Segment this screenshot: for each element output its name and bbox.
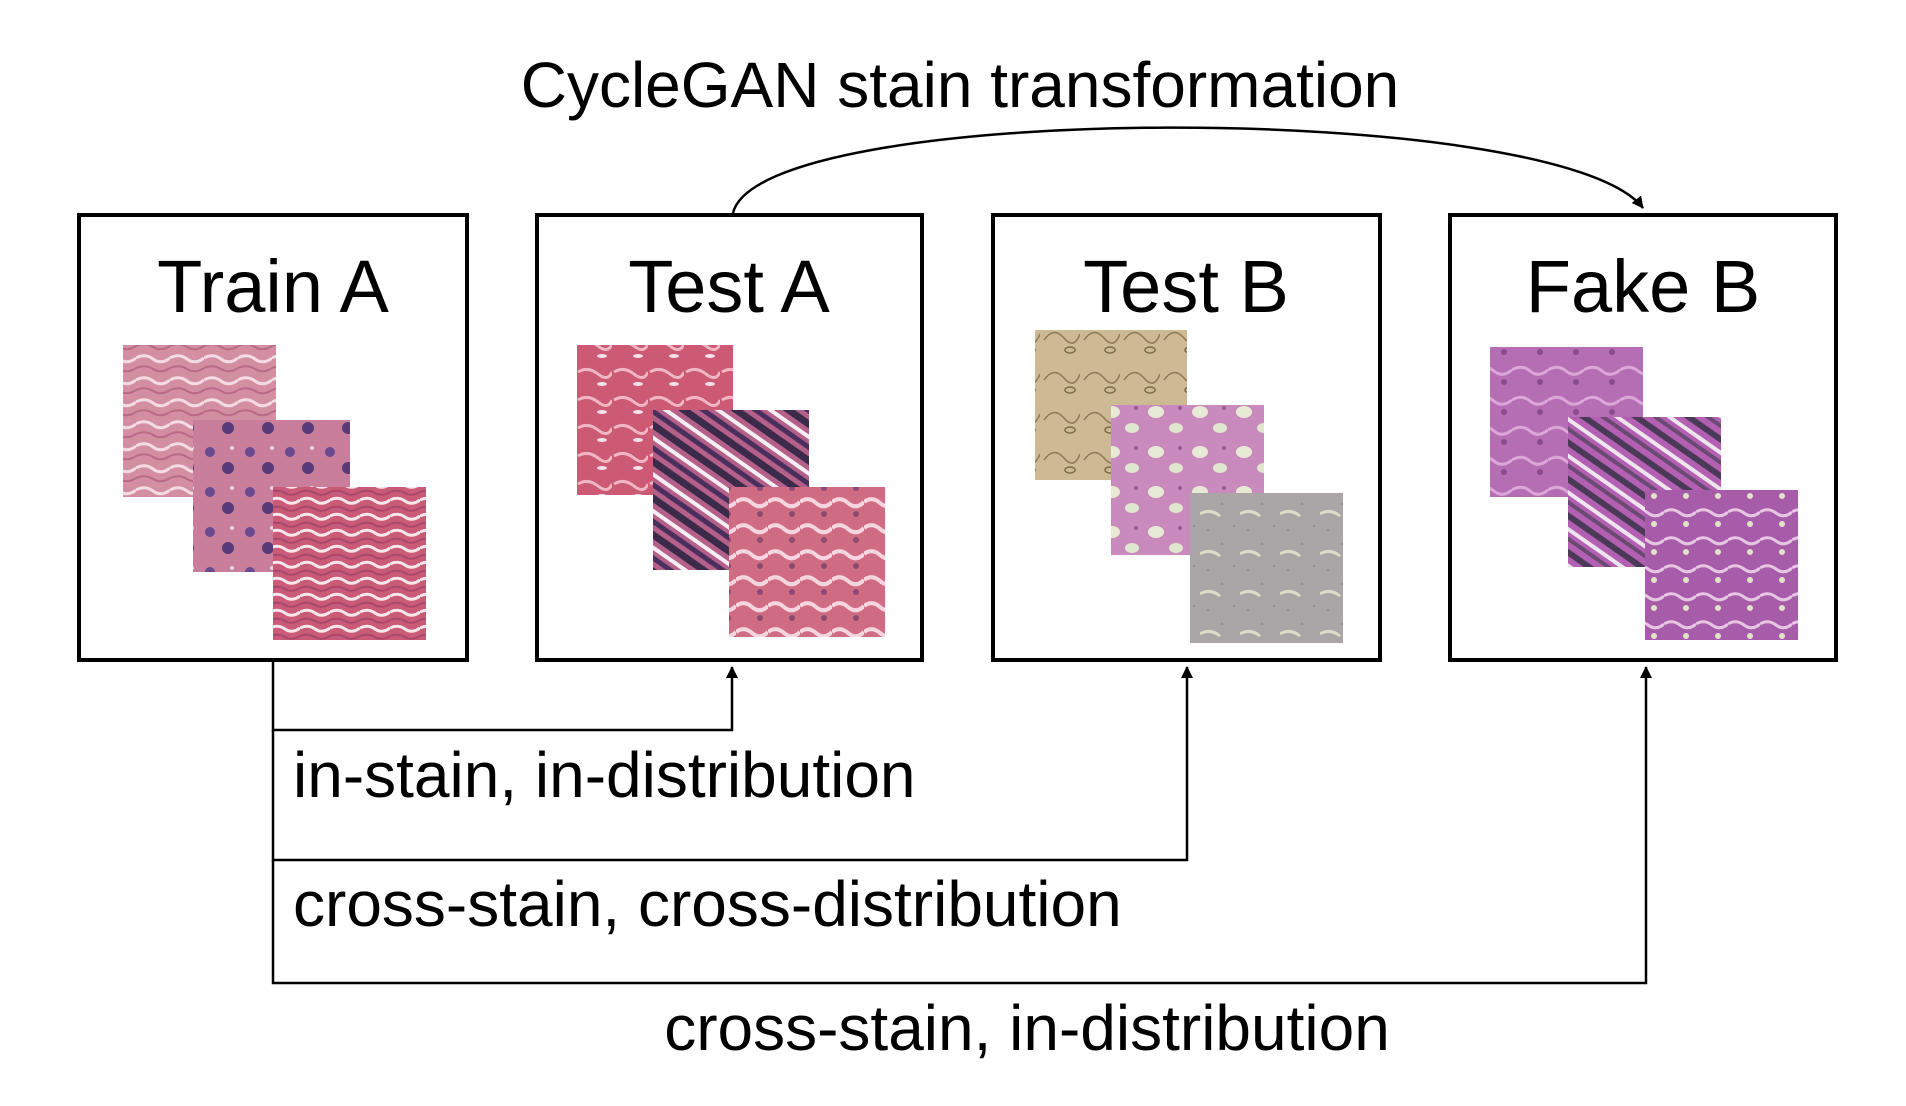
box-test-a: Test A — [535, 213, 924, 662]
box-title: Test A — [628, 245, 830, 328]
transformation-label: CycleGAN stain transformation — [521, 49, 1400, 121]
tissue-image — [729, 487, 885, 637]
box-test-b: Test B — [991, 213, 1382, 662]
tissue-image — [1645, 490, 1798, 640]
connector-train-to-test-a — [271, 661, 738, 732]
box-title: Fake B — [1526, 245, 1760, 328]
tissue-image — [273, 487, 426, 640]
box-title: Train A — [157, 245, 389, 328]
connection-label: cross-stain, in-distribution — [664, 992, 1390, 1064]
transformation-arrow — [731, 126, 1644, 214]
box-title: Test B — [1083, 245, 1289, 328]
box-fake-b: Fake B — [1448, 213, 1838, 662]
connection-label: cross-stain, cross-distribution — [293, 868, 1122, 940]
tissue-image — [1190, 493, 1343, 643]
connector-train-to-fake-b — [271, 666, 1652, 985]
connector-train-to-test-b — [271, 666, 1193, 862]
box-train-a: Train A — [77, 213, 469, 662]
connection-label: in-stain, in-distribution — [293, 739, 916, 811]
